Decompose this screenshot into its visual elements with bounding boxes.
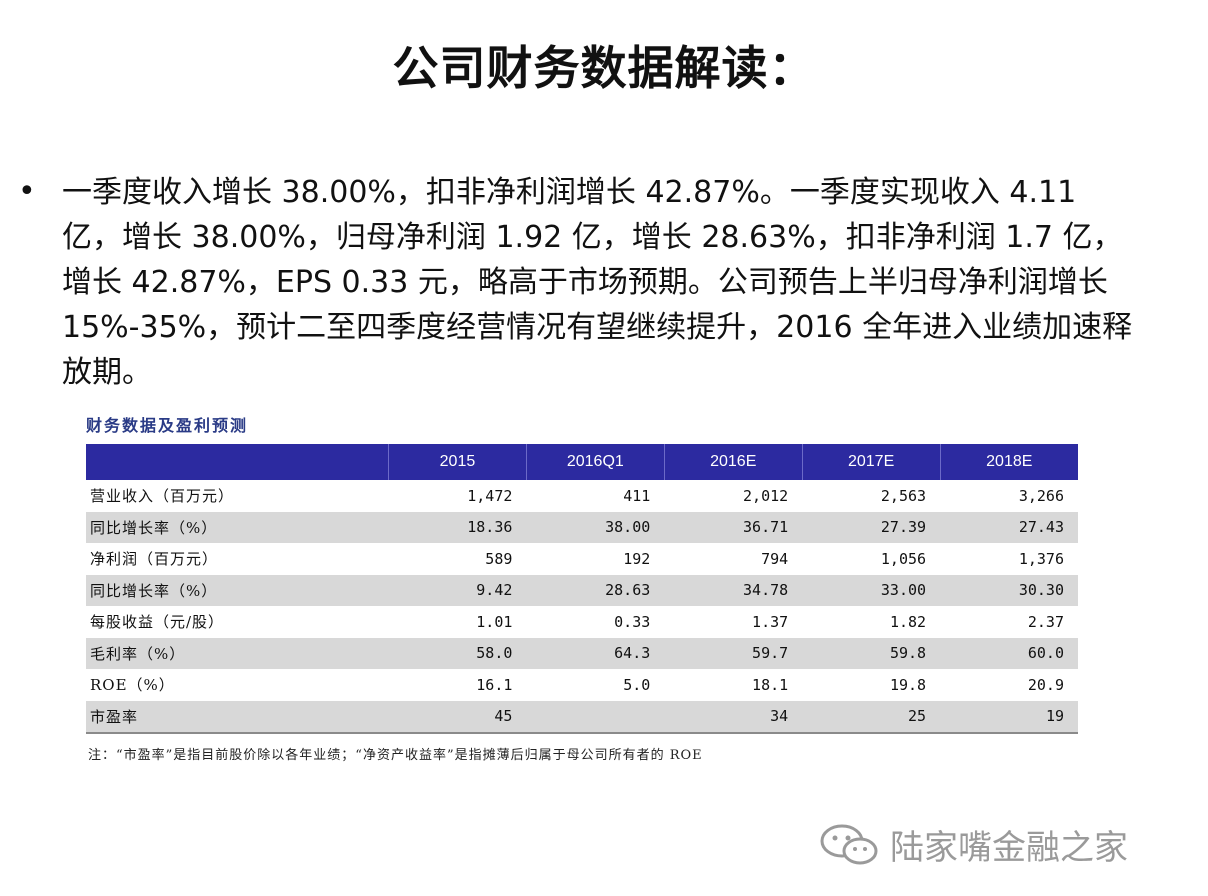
table-cell: 30.30 <box>940 574 1078 606</box>
table-cell: 794 <box>664 543 803 575</box>
table-cell: 2,012 <box>664 480 803 512</box>
row-label: 每股收益（元/股） <box>86 606 389 638</box>
table-cell: 45 <box>388 700 527 734</box>
table-cell: 59.8 <box>802 637 941 669</box>
table-cell: 2,563 <box>802 480 941 512</box>
table-cell: 16.1 <box>388 669 527 701</box>
table-cell: 59.7 <box>664 637 803 669</box>
table-row: 市盈率 45 34 25 19 <box>86 700 1078 734</box>
table-cell: 0.33 <box>526 606 665 638</box>
table-cell: 28.63 <box>526 574 665 606</box>
table-cell: 1.37 <box>664 606 803 638</box>
header-cell-2017e: 2017E <box>801 444 941 480</box>
table-row: 毛利率（%） 58.0 64.3 59.7 59.8 60.0 <box>86 637 1078 669</box>
table-cell: 9.42 <box>388 574 527 606</box>
table-cell: 1,056 <box>802 543 941 575</box>
table-cell: 192 <box>526 543 665 575</box>
page-title: 公司财务数据解读： <box>392 41 816 95</box>
watermark-text: 陆家嘴金融之家 <box>890 828 1128 868</box>
table-cell: 3,266 <box>940 480 1078 512</box>
table-cell: 589 <box>388 543 527 575</box>
table-row: ROE（%） 16.1 5.0 18.1 19.8 20.9 <box>86 669 1078 701</box>
table-cell: 1,472 <box>388 480 527 512</box>
header-cell-2016e: 2016E <box>663 444 803 480</box>
table-cell <box>526 700 665 734</box>
table-cell: 19 <box>940 700 1078 734</box>
table-row: 净利润（百万元） 589 192 794 1,056 1,376 <box>86 543 1078 575</box>
row-label: 同比增长率（%） <box>86 574 389 606</box>
row-label: 净利润（百万元） <box>86 543 389 575</box>
row-label: 营业收入（百万元） <box>86 480 389 512</box>
row-label: 毛利率（%） <box>86 637 389 669</box>
table-cell: 64.3 <box>526 637 665 669</box>
table-cell: 411 <box>526 480 665 512</box>
table-cell: 33.00 <box>802 574 941 606</box>
header-cell-2016q1: 2016Q1 <box>525 444 665 480</box>
table-cell: 27.43 <box>940 511 1078 543</box>
table-cell: 58.0 <box>388 637 527 669</box>
table-cell: 18.36 <box>388 511 527 543</box>
table-row: 同比增长率（%） 9.42 28.63 34.78 33.00 30.30 <box>86 574 1078 606</box>
table-cell: 34 <box>664 700 803 734</box>
table-cell: 1,376 <box>940 543 1078 575</box>
table-row: 营业收入（百万元） 1,472 411 2,012 2,563 3,266 <box>86 480 1078 512</box>
table-cell: 60.0 <box>940 637 1078 669</box>
table-cell: 1.82 <box>802 606 941 638</box>
table-cell: 25 <box>802 700 941 734</box>
table-cell: 5.0 <box>526 669 665 701</box>
table-row: 每股收益（元/股） 1.01 0.33 1.37 1.82 2.37 <box>86 606 1078 638</box>
table-header-row: 2015 2016Q1 2016E 2017E 2018E <box>86 444 1078 480</box>
bullet-text: 一季度收入增长 38.00%，扣非净利润增长 42.87%。一季度实现收入 4.… <box>62 175 1133 390</box>
table-cell: 2.37 <box>940 606 1078 638</box>
table-cell: 36.71 <box>664 511 803 543</box>
wechat-icon <box>820 824 878 864</box>
table-note: 注：“市盈率”是指目前股价除以各年业绩；“净资产收益率”是指摊薄后归属于母公司所… <box>88 748 703 763</box>
table-caption: 财务数据及盈利预测 <box>86 416 249 435</box>
table-cell: 34.78 <box>664 574 803 606</box>
table-cell: 19.8 <box>802 669 941 701</box>
bullet-item: • 一季度收入增长 38.00%，扣非净利润增长 42.87%。一季度实现收入 … <box>18 170 1138 395</box>
row-label: 同比增长率（%） <box>86 511 389 543</box>
table-cell: 27.39 <box>802 511 941 543</box>
table-cell: 38.00 <box>526 511 665 543</box>
table-row: 同比增长率（%） 18.36 38.00 36.71 27.39 27.43 <box>86 511 1078 543</box>
table-cell: 1.01 <box>388 606 527 638</box>
row-label: 市盈率 <box>86 700 389 734</box>
bullet-dot: • <box>18 174 36 209</box>
header-cell-label <box>86 444 389 480</box>
watermark: 陆家嘴金融之家 <box>818 820 1128 869</box>
header-cell-2015: 2015 <box>388 444 527 480</box>
header-cell-2018e: 2018E <box>939 444 1078 480</box>
table-cell: 20.9 <box>940 669 1078 701</box>
financial-table: 2015 2016Q1 2016E 2017E 2018E 营业收入（百万元） … <box>86 444 1078 734</box>
table-cell: 18.1 <box>664 669 803 701</box>
row-label: ROE（%） <box>86 669 389 701</box>
